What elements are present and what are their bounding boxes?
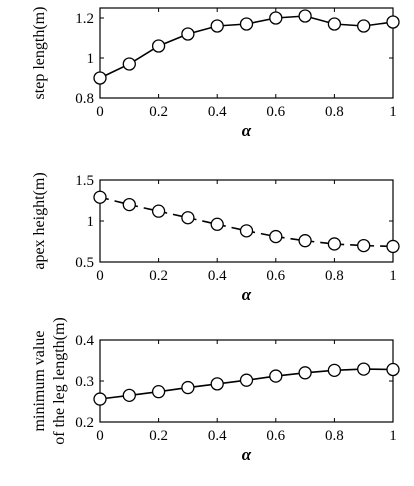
plot-2-y-tick-label: 0.5: [75, 255, 94, 271]
plot-2-x-axis-label: α: [242, 285, 252, 304]
plot-3-x-tick-label: 0.4: [208, 428, 227, 444]
plot-2-y-tick-label: 1.5: [75, 173, 94, 189]
plot-2-data-point: [357, 238, 371, 253]
plot-1-data-point: [357, 19, 371, 33]
plot-1-data-point: [239, 17, 254, 31]
plot-2-data-point: [93, 190, 107, 204]
plot-2-x-tick-label: 0.4: [208, 268, 227, 284]
plot-3-y-axis-label-line-1: minimum value: [31, 331, 48, 432]
plot-1-x-axis-label: α: [242, 121, 252, 140]
plot-2-y-axis-label: apex height(m): [31, 172, 48, 269]
plot-2-data-point: [386, 239, 400, 254]
plot-2-x-tick-label: 0.8: [325, 268, 344, 284]
plot-3-data-point: [239, 373, 254, 387]
plot-2-x-tick-label: 1: [389, 268, 397, 284]
plot-2-data-point: [298, 234, 312, 248]
plot-2-y-tick-label: 1: [87, 214, 95, 230]
plot-3-data-point: [386, 362, 400, 377]
plot-1-data-point: [151, 39, 166, 53]
plot-1-data-point: [298, 9, 312, 23]
plot-3-y-tick-label: 0.4: [75, 333, 94, 349]
plot-1-data-point: [93, 71, 107, 85]
plot-3-y-tick-label: 0.3: [75, 374, 94, 390]
plot-1-y-tick-label: 1: [87, 51, 95, 67]
plot-2-axes: [99, 179, 394, 263]
plot-1-data-point: [269, 11, 283, 25]
plot-3-y-axis-label-line-2: of the leg length(m): [51, 317, 68, 445]
plot-3-data-point: [210, 377, 224, 391]
plot-2-data-point: [181, 211, 195, 225]
plot-2-data-point: [239, 224, 254, 238]
plot-1-y-tick-label: 1.2: [75, 11, 94, 27]
plot-2-series-line: [99, 196, 394, 248]
plot-1-x-tick-label: 1: [389, 104, 397, 120]
plot-3-data-point: [298, 366, 312, 380]
plot-3-x-tick-label: 1: [389, 428, 397, 444]
plot-2-x-tick-label: 0.2: [149, 268, 168, 284]
plot-2-data-point: [210, 217, 224, 231]
plot-3-x-tick-label: 0: [96, 428, 104, 444]
plot-3-data-point: [357, 362, 371, 376]
plot-3-x-tick-label: 0.6: [266, 428, 285, 444]
plot-2-data-point: [151, 204, 166, 218]
plot-3-data-point: [327, 363, 342, 377]
plot-2-data-point: [327, 237, 342, 251]
plot-3-data-point: [181, 380, 195, 395]
plot-3-data-point: [93, 392, 107, 406]
plot-1-x-tick-label: 0.6: [266, 104, 285, 120]
plot-2-data-point: [269, 229, 283, 244]
plot-2-data-point: [122, 197, 136, 212]
plot-3-x-tick-label: 0.2: [149, 428, 168, 444]
plot-3-data-point: [269, 369, 283, 383]
plot-2-x-tick-label: 0: [96, 268, 104, 284]
plot-3-x-tick-label: 0.8: [325, 428, 344, 444]
plot-3-data-point: [122, 388, 136, 403]
plot-1-x-tick-label: 0: [96, 104, 104, 120]
plot-1-data-point: [210, 19, 224, 33]
plot-1-data-point: [181, 27, 195, 41]
plot-1-x-tick-label: 0.2: [149, 104, 168, 120]
plot-1-x-tick-label: 0.8: [325, 104, 344, 120]
plot-1-axes: [99, 7, 394, 99]
plot-1-data-point: [122, 57, 136, 71]
plot-1-y-axis-label: step length(m): [31, 7, 48, 100]
plot-1-data-point: [327, 17, 342, 31]
plot-3-y-tick-label: 0.2: [75, 415, 94, 431]
plot-2-x-tick-label: 0.6: [266, 268, 285, 284]
plot-1-y-tick-label: 0.8: [75, 91, 94, 107]
plot-3-data-point: [151, 385, 166, 399]
plot-1-data-point: [386, 15, 400, 29]
plot-1-x-tick-label: 0.4: [208, 104, 227, 120]
plot-3-x-axis-label: α: [242, 445, 252, 464]
